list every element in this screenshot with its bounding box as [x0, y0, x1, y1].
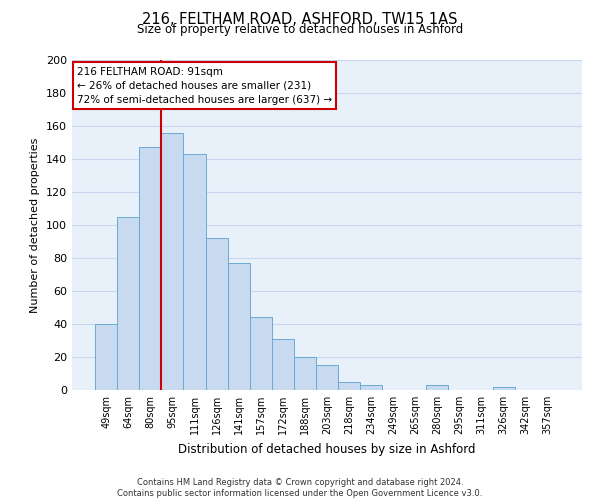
- Bar: [493, 386, 515, 390]
- Bar: [250, 318, 272, 390]
- Text: Contains HM Land Registry data © Crown copyright and database right 2024.
Contai: Contains HM Land Registry data © Crown c…: [118, 478, 482, 498]
- Y-axis label: Number of detached properties: Number of detached properties: [31, 138, 40, 312]
- Bar: [184, 154, 206, 390]
- Bar: [161, 132, 184, 390]
- Bar: [294, 357, 316, 390]
- Bar: [139, 148, 161, 390]
- X-axis label: Distribution of detached houses by size in Ashford: Distribution of detached houses by size …: [178, 442, 476, 456]
- Bar: [227, 263, 250, 390]
- Bar: [95, 324, 117, 390]
- Bar: [360, 385, 382, 390]
- Bar: [316, 365, 338, 390]
- Text: 216, FELTHAM ROAD, ASHFORD, TW15 1AS: 216, FELTHAM ROAD, ASHFORD, TW15 1AS: [142, 12, 458, 28]
- Bar: [427, 385, 448, 390]
- Text: Size of property relative to detached houses in Ashford: Size of property relative to detached ho…: [137, 22, 463, 36]
- Bar: [117, 217, 139, 390]
- Text: 216 FELTHAM ROAD: 91sqm
← 26% of detached houses are smaller (231)
72% of semi-d: 216 FELTHAM ROAD: 91sqm ← 26% of detache…: [77, 66, 332, 104]
- Bar: [206, 238, 227, 390]
- Bar: [338, 382, 360, 390]
- Bar: [272, 339, 294, 390]
